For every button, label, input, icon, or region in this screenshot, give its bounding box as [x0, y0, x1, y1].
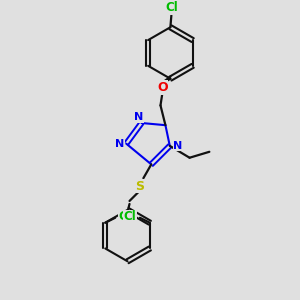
- Text: O: O: [157, 81, 168, 94]
- Text: Cl: Cl: [119, 210, 131, 223]
- Text: Cl: Cl: [165, 1, 178, 14]
- Text: N: N: [134, 112, 143, 122]
- Text: Cl: Cl: [124, 210, 136, 223]
- Text: N: N: [115, 139, 124, 149]
- Text: S: S: [135, 180, 144, 193]
- Text: N: N: [173, 141, 182, 151]
